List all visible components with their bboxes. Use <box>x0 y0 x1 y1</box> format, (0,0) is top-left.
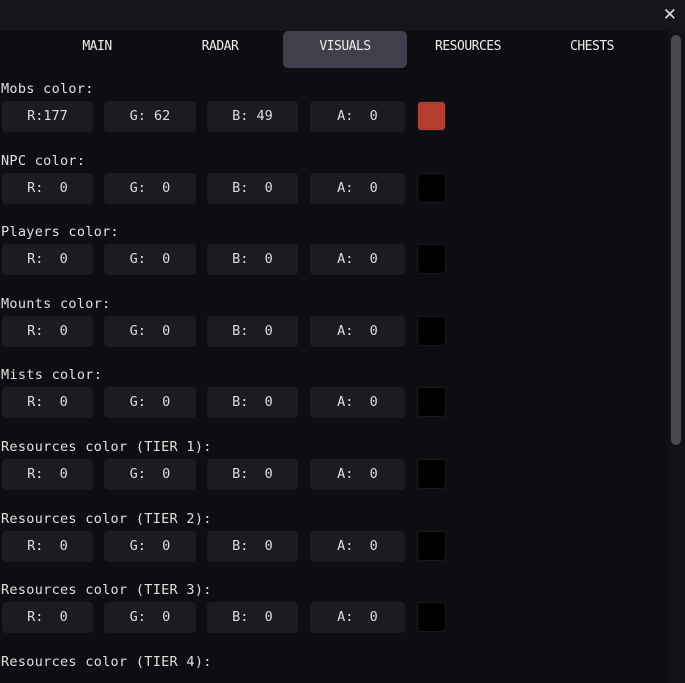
tab-bar: MAIN RADAR VISUALS RESOURCES CHESTS <box>0 31 668 68</box>
red-input[interactable]: R: 0 <box>2 387 93 419</box>
settings-panel: MAIN RADAR VISUALS RESOURCES CHESTS Mobs… <box>0 31 668 683</box>
color-label: NPC color: <box>1 152 86 169</box>
color-section: Mists color: R: 0 G: 0 B: 0 A: 0 <box>0 367 668 419</box>
alpha-input[interactable]: A: 0 <box>310 172 405 204</box>
blue-input[interactable]: B: 0 <box>207 244 298 276</box>
green-input[interactable]: G: 0 <box>104 387 196 419</box>
color-swatch[interactable] <box>417 172 446 203</box>
blue-input[interactable]: B: 0 <box>207 315 298 347</box>
green-input[interactable]: G: 0 <box>104 172 196 204</box>
red-input[interactable]: R: 0 <box>2 172 93 204</box>
tab-resources[interactable]: RESOURCES <box>435 39 501 54</box>
red-input[interactable]: R: 0 <box>2 602 93 634</box>
color-label: Mists color: <box>1 367 103 384</box>
alpha-input[interactable]: A: 0 <box>310 244 405 276</box>
green-input[interactable]: G: 62 <box>104 101 196 132</box>
tab-chests[interactable]: CHESTS <box>570 39 614 54</box>
blue-input[interactable]: B: 0 <box>207 530 298 562</box>
color-label: Resources color (TIER 4): <box>1 653 212 670</box>
alpha-input[interactable]: A: 0 <box>310 530 405 562</box>
alpha-input[interactable]: A: 0 <box>310 602 405 634</box>
color-section: Resources color (TIER 1): R: 0 G: 0 B: 0 A: … <box>0 439 668 490</box>
blue-input[interactable]: B: 49 <box>207 101 298 132</box>
scrollbar[interactable] <box>668 31 685 683</box>
red-input[interactable]: R:177 <box>2 101 93 132</box>
color-label: Mobs color: <box>1 81 94 97</box>
green-input[interactable]: G: 0 <box>104 244 196 276</box>
close-icon[interactable]: ✕ <box>662 5 677 25</box>
color-section: Resources color (TIER 3): R: 0 G: 0 B: 0 A: … <box>0 582 668 634</box>
color-label: Resources color (TIER 1): <box>1 439 212 455</box>
tab-radar[interactable]: RADAR <box>201 39 239 54</box>
color-section: Mobs color: R:177 G: 62 B: 49 A: 0 <box>0 81 668 132</box>
color-section: Resources color (TIER 2): R: 0 G: 0 B: 0 A: … <box>0 511 668 562</box>
green-input[interactable]: G: 0 <box>104 530 196 562</box>
color-section: Resources color (TIER 4): <box>0 654 668 672</box>
alpha-input[interactable]: A: 0 <box>310 315 405 347</box>
blue-input[interactable]: B: 0 <box>207 602 298 634</box>
blue-input[interactable]: B: 0 <box>207 387 298 419</box>
color-label: Mounts color: <box>1 295 111 312</box>
red-input[interactable]: R: 0 <box>2 459 93 490</box>
color-swatch[interactable] <box>417 244 446 275</box>
blue-input[interactable]: B: 0 <box>207 459 298 490</box>
color-label: Resources color (TIER 3): <box>1 582 212 599</box>
color-section: Players color: R: 0 G: 0 B: 0 A: 0 <box>0 224 668 276</box>
color-label: Players color: <box>1 224 119 241</box>
tab-visuals[interactable]: VISUALS <box>283 31 407 68</box>
green-input[interactable]: G: 0 <box>104 459 196 490</box>
color-swatch[interactable] <box>417 101 446 131</box>
color-section: Mounts color: R: 0 G: 0 B: 0 A: 0 <box>0 296 668 347</box>
color-swatch[interactable] <box>417 459 446 489</box>
title-bar: ✕ <box>0 0 685 31</box>
red-input[interactable]: R: 0 <box>2 244 93 276</box>
green-input[interactable]: G: 0 <box>104 602 196 634</box>
red-input[interactable]: R: 0 <box>2 315 93 347</box>
color-swatch[interactable] <box>417 315 446 346</box>
color-swatch[interactable] <box>417 530 446 561</box>
color-swatch[interactable] <box>417 387 446 418</box>
alpha-input[interactable]: A: 0 <box>310 387 405 419</box>
alpha-input[interactable]: A: 0 <box>310 101 405 132</box>
red-input[interactable]: R: 0 <box>2 530 93 562</box>
blue-input[interactable]: B: 0 <box>207 172 298 204</box>
alpha-input[interactable]: A: 0 <box>310 459 405 490</box>
tab-main[interactable]: MAIN <box>82 39 112 54</box>
color-label: Resources color (TIER 2): <box>1 510 212 527</box>
color-swatch[interactable] <box>417 602 446 633</box>
green-input[interactable]: G: 0 <box>104 315 196 347</box>
scrollbar-thumb[interactable] <box>671 35 681 445</box>
color-section: NPC color: R: 0 G: 0 B: 0 A: 0 <box>0 153 668 204</box>
